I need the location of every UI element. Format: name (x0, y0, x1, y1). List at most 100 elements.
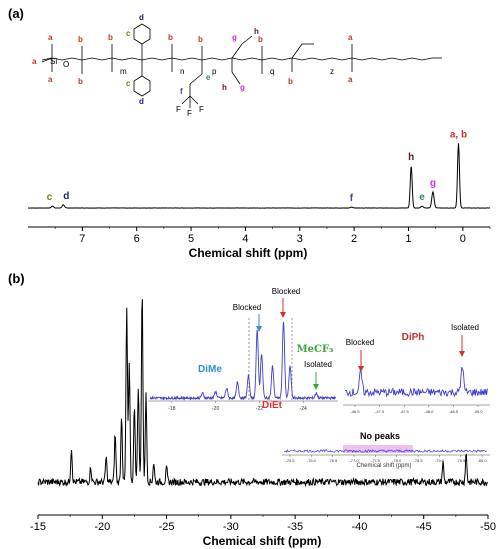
inset-no-peaks-tick-label: -79.0 (435, 458, 445, 463)
position-b-4: b (168, 33, 173, 42)
inset-no-peaks-spectrum (284, 448, 488, 453)
panel-a-tick-label: 7 (79, 233, 85, 245)
inset-diph-tick-label: -47.5 (400, 409, 410, 414)
panel-a-x-axis-title: Chemical shift (ppm) (189, 246, 308, 260)
inset-no-peaks-tick-label: -78.0 (392, 458, 402, 463)
panel-a-peak-label: f (350, 193, 354, 204)
dime-label: DiMe (198, 364, 222, 375)
isolated-label-2: Isolated (451, 323, 479, 332)
blocked-arrow-2-head (280, 312, 286, 318)
blocked-label-3: Blocked (346, 338, 374, 347)
p-subscript: p (212, 67, 217, 76)
chemical-structure (41, 23, 442, 108)
blocked-label-1: Blocked (233, 303, 261, 312)
panel-a-peak-label: d (63, 191, 69, 202)
isolated-arrow-2-head (459, 351, 465, 357)
panel-a-peak-label: a, b (450, 129, 467, 140)
inset-no-peaks-tick-label: -78.5 (413, 458, 423, 463)
panel-b-tick-label: -25 (159, 521, 175, 533)
inset-dime-diet-spectrum (149, 321, 337, 401)
position-c-2: c (126, 79, 131, 88)
position-a-right-bottom: a (348, 75, 353, 84)
f-atom-label-3: F (199, 105, 204, 114)
q-subscript: q (270, 67, 274, 76)
mecf3-label: MeCF₃ (297, 344, 334, 355)
inset-diph-tick-label: -46.5 (350, 409, 360, 414)
panel-b-tick-label: -50 (480, 521, 496, 533)
position-b-3: b (108, 33, 113, 42)
position-b-7: b (288, 77, 293, 86)
f-atom-label-1: F (176, 105, 181, 114)
position-b-5: b (198, 35, 203, 44)
position-f: f (180, 87, 183, 96)
panel-a-tick-label: 6 (134, 233, 140, 245)
position-a-left: a (32, 57, 37, 66)
inset-no-peaks-tick-label: -76.5 (328, 458, 338, 463)
position-h-1: h (254, 27, 259, 36)
panel-a-peak-label: e (419, 192, 425, 203)
inset-dime-diet-ticks: -18 -20 -22 -24 (168, 401, 307, 412)
position-c-1: c (126, 29, 131, 38)
position-a-bottom: a (48, 75, 53, 84)
inset-diph-tick-label: -47.0 (375, 409, 385, 414)
position-d-1: d (139, 13, 144, 22)
panel-a-tick-label: 2 (351, 233, 357, 245)
panel-b-29si-spectrum (37, 299, 488, 488)
diph-label: DiPh (402, 332, 425, 343)
inset-no-peaks-tick-label: -75.5 (285, 458, 295, 463)
panel-b-tick-label: -40 (351, 521, 367, 533)
panel-b-tick-label: -45 (416, 521, 432, 533)
si-atom-label: Si (50, 57, 57, 66)
panel-a-tick-label: 5 (188, 233, 194, 245)
inset-no-peaks-tick-label: -79.5 (456, 458, 466, 463)
panel-b-tick-label: -30 (223, 521, 239, 533)
panel-a-peak-label: c (47, 192, 53, 203)
isolated-arrow-1-head (313, 384, 319, 390)
panel-a-x-axis: 7 6 5 4 3 2 1 0 (28, 226, 491, 245)
panel-a-1h-spectrum (28, 143, 490, 209)
blocked-arrow-3-head (358, 366, 364, 372)
f-atom-label-2: F (187, 109, 192, 118)
position-b-2: b (78, 77, 83, 86)
inset-dime-tick-label: -24 (300, 406, 307, 412)
m-subscript: m (120, 67, 127, 76)
position-a-top: a (48, 33, 53, 42)
inset-dime-tick-label: -20 (212, 406, 219, 412)
position-b-1: b (78, 35, 83, 44)
n-subscript: n (180, 67, 184, 76)
inset-no-peaks: No peaks -75.5 -76.0 -76.5 -77.0 -77.5 -78.0 -… (282, 431, 490, 469)
inset-dime-diet: -18 -20 -22 -24 Blocked Blocked MeCF₃ Isola… (148, 287, 338, 412)
inset-dime-tick-label: -18 (168, 406, 175, 412)
inset-no-peaks-tick-label: -77.5 (371, 458, 381, 463)
inset-diph-tick-label: -49.0 (473, 409, 483, 414)
position-g-1: g (232, 33, 237, 42)
panel-b-tick-label: -20 (94, 521, 110, 533)
isolated-label-1: Isolated (304, 360, 332, 369)
panel-a-tick-label: 4 (242, 233, 248, 245)
inset-diph: -46.5 -47.0 -47.5 -48.0 -48.5 -49.0 DiPh Bloc… (343, 323, 490, 414)
panel-a-tick-label: 3 (297, 233, 303, 245)
inset-diph-ticks: -46.5 -47.0 -47.5 -48.0 -48.5 -49.0 (350, 405, 483, 414)
panel-b-x-axis-title: Chemical shift (ppm) (203, 534, 322, 548)
no-peaks-title: No peaks (360, 431, 400, 441)
panel-a-peak-labels: c d f h eg a, b (47, 129, 467, 204)
o-atom-label: O (63, 60, 69, 69)
position-g-2: g (240, 83, 245, 92)
inset-no-peaks-tick-label: -77.0 (349, 458, 359, 463)
panel-a-tick-label: 1 (405, 233, 411, 245)
panel-b-label: (b) (8, 271, 25, 286)
blocked-label-2: Blocked (272, 287, 300, 296)
no-peaks-axis-label: Chemical shift (ppm) (356, 463, 411, 469)
no-peaks-highlight (343, 445, 413, 453)
inset-diph-tick-label: -48.0 (424, 409, 434, 414)
inset-no-peaks-tick-label: -76.0 (307, 458, 317, 463)
diet-label: DiEt (262, 400, 283, 411)
position-a-right-top: a (348, 33, 353, 42)
panel-b-tick-label: -15 (30, 521, 46, 533)
structure-labels: Si O m n p q z F F F (50, 57, 334, 118)
position-b-6: b (258, 35, 263, 44)
panel-a-label: (a) (8, 6, 24, 21)
position-d-2: d (139, 97, 144, 106)
z-subscript: z (330, 67, 334, 76)
